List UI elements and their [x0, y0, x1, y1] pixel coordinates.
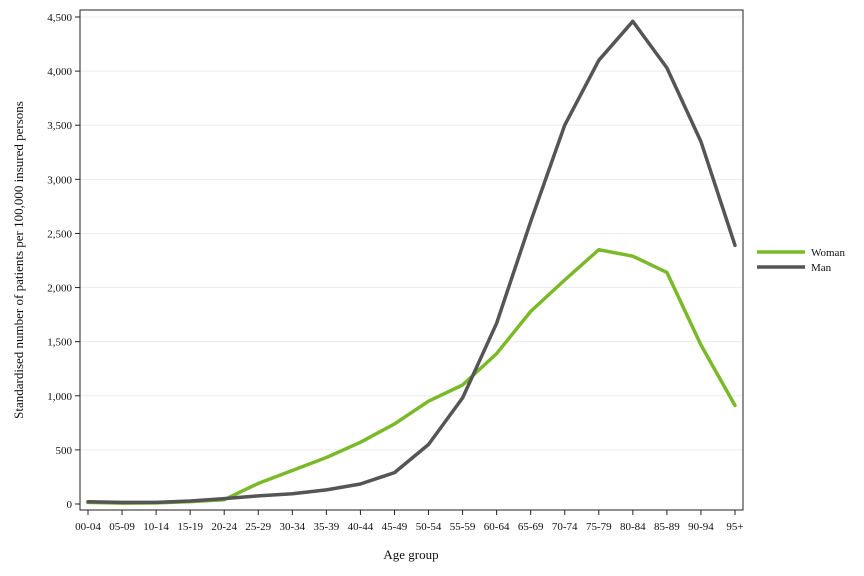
y-tick-label: 3,500	[47, 120, 72, 132]
y-tick-label: 500	[56, 445, 73, 457]
y-axis: 0 500 1,000 1,500 2,000 2,500 3,000 3,500 4,000 4…	[47, 12, 80, 511]
series-line-man	[86, 19, 737, 505]
y-tick-label: 2,000	[47, 283, 72, 295]
x-tick-label: 00-04	[75, 521, 101, 533]
series-lines	[86, 19, 737, 505]
x-tick-label: 80-84	[620, 521, 646, 533]
legend-label-woman: Woman	[811, 247, 845, 259]
x-tick-label: 90-94	[688, 521, 714, 533]
x-tick-label: 30-34	[279, 521, 305, 533]
y-tick-label: 1,000	[47, 391, 72, 403]
y-tick-label: 1,500	[47, 337, 72, 349]
x-tick-label: 05-09	[109, 521, 135, 533]
x-tick-label: 65-69	[518, 521, 544, 533]
x-tick-label: 45-49	[382, 521, 408, 533]
plot-frame	[79, 9, 744, 511]
x-tick-label: 75-79	[586, 521, 612, 533]
x-axis: 00-04 05-09 10-14 15-19 20-24 25-29 30-34 35-39…	[75, 510, 744, 533]
x-axis-title: Age group	[383, 547, 438, 562]
y-tick-label: 3,000	[47, 174, 72, 186]
x-tick-label: 70-74	[552, 521, 578, 533]
gridlines	[80, 16, 743, 451]
y-tick-label: 0	[67, 499, 73, 511]
y-tick-label: 4,500	[47, 12, 72, 24]
x-tick-label: 20-24	[211, 521, 237, 533]
x-tick-label: 15-19	[177, 521, 203, 533]
y-axis-title: Standardised number of patients per 100,…	[11, 101, 26, 419]
x-tick-label: 95+	[726, 521, 743, 533]
y-tick-label: 4,000	[47, 66, 72, 78]
x-tick-label: 60-64	[484, 521, 510, 533]
x-tick-label: 35-39	[314, 521, 340, 533]
legend: Woman Man	[757, 247, 845, 274]
y-tick-label: 2,500	[47, 228, 72, 240]
x-tick-label: 10-14	[143, 521, 169, 533]
legend-label-man: Man	[811, 262, 832, 274]
x-tick-label: 55-59	[450, 521, 476, 533]
x-tick-label: 50-54	[416, 521, 442, 533]
x-tick-label: 85-89	[654, 521, 680, 533]
x-tick-label: 25-29	[245, 521, 271, 533]
x-tick-label: 40-44	[348, 521, 374, 533]
